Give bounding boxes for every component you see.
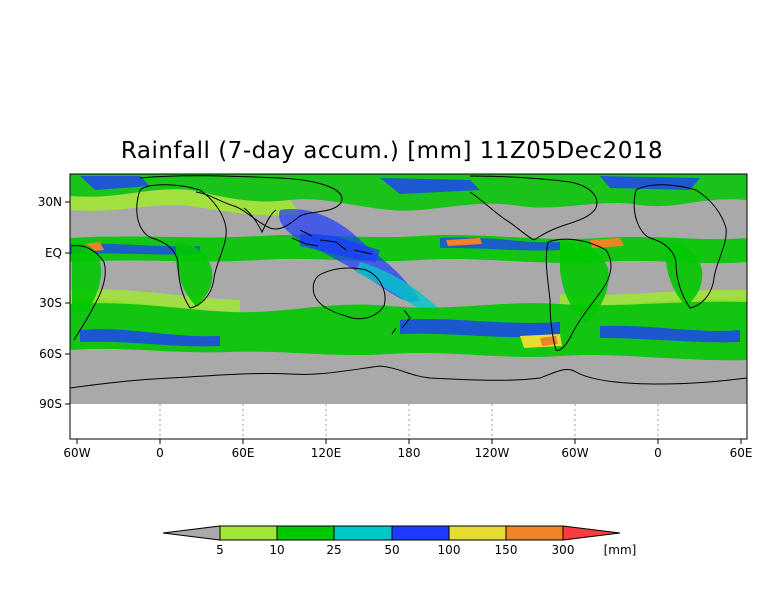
newzealand-coast (391, 309, 411, 335)
north-america-coast (469, 175, 598, 241)
lat-label: 90S (39, 397, 62, 411)
colorbar-segment (505, 525, 564, 541)
colorbar-unit: [mm] (604, 543, 637, 557)
colorbar-label: 5 (216, 543, 224, 557)
map-title: Rainfall (7-day accum.) [mm] 11Z05Dec201… (120, 138, 664, 164)
lon-labels: 60W 0 60E 120E 180 120W 60W 0 60E (63, 446, 752, 460)
lon-label: 60E (730, 446, 753, 460)
rainfall-field (70, 174, 747, 404)
lon-label: 180 (398, 446, 421, 460)
lon-label: 60W (561, 446, 588, 460)
africa-coast-right (633, 184, 727, 309)
lon-label: 120W (475, 446, 510, 460)
lon-gridlines (159, 404, 659, 439)
rain-band-north-light (70, 189, 300, 216)
axis-ticks (65, 201, 742, 444)
rain-south-america-west (72, 242, 102, 312)
colorbar: 5 10 25 50 100 150 300 [mm] (162, 525, 637, 557)
south-america-coast (545, 238, 612, 351)
colorbar-over-arrow (562, 525, 621, 541)
colorbar-segment (391, 525, 450, 541)
colorbar-label: 150 (495, 543, 518, 557)
colorbar-under-arrow (162, 525, 221, 541)
lon-label: 0 (156, 446, 164, 460)
south-america-coast-left (71, 245, 106, 341)
lon-label: 60E (232, 446, 255, 460)
colorbar-label: 10 (269, 543, 284, 557)
rain-africa-east (176, 243, 213, 306)
indonesia-coast (291, 229, 373, 255)
colorbar-segment (219, 525, 278, 541)
antarctica-coast (70, 365, 747, 389)
colorbar-label: 100 (438, 543, 461, 557)
colorbar-label: 300 (552, 543, 575, 557)
rain-band-south-heavy (80, 319, 740, 347)
lat-labels: 30N EQ 30S 60S 90S (38, 195, 62, 411)
lat-label: EQ (45, 246, 62, 260)
colorbar-segment (276, 525, 335, 541)
colorbar-segment (448, 525, 507, 541)
lat-label: 30N (38, 195, 62, 209)
lat-label: 30S (39, 296, 62, 310)
eurasia-coast (139, 175, 343, 230)
coastlines (70, 175, 747, 389)
australia-coast (312, 267, 386, 320)
india-coast (243, 207, 277, 234)
lon-label: 0 (654, 446, 662, 460)
rain-spcz (356, 262, 440, 316)
lon-label: 120E (311, 446, 342, 460)
rain-south-america-east (560, 243, 609, 322)
lat-label: 60S (39, 347, 62, 361)
colorbar-segment (333, 525, 393, 541)
africa-coast (136, 184, 227, 309)
rain-band-north-heavy (80, 176, 700, 194)
lon-label: 60W (63, 446, 90, 460)
colorbar-label: 50 (384, 543, 399, 557)
colorbar-label: 25 (326, 543, 341, 557)
